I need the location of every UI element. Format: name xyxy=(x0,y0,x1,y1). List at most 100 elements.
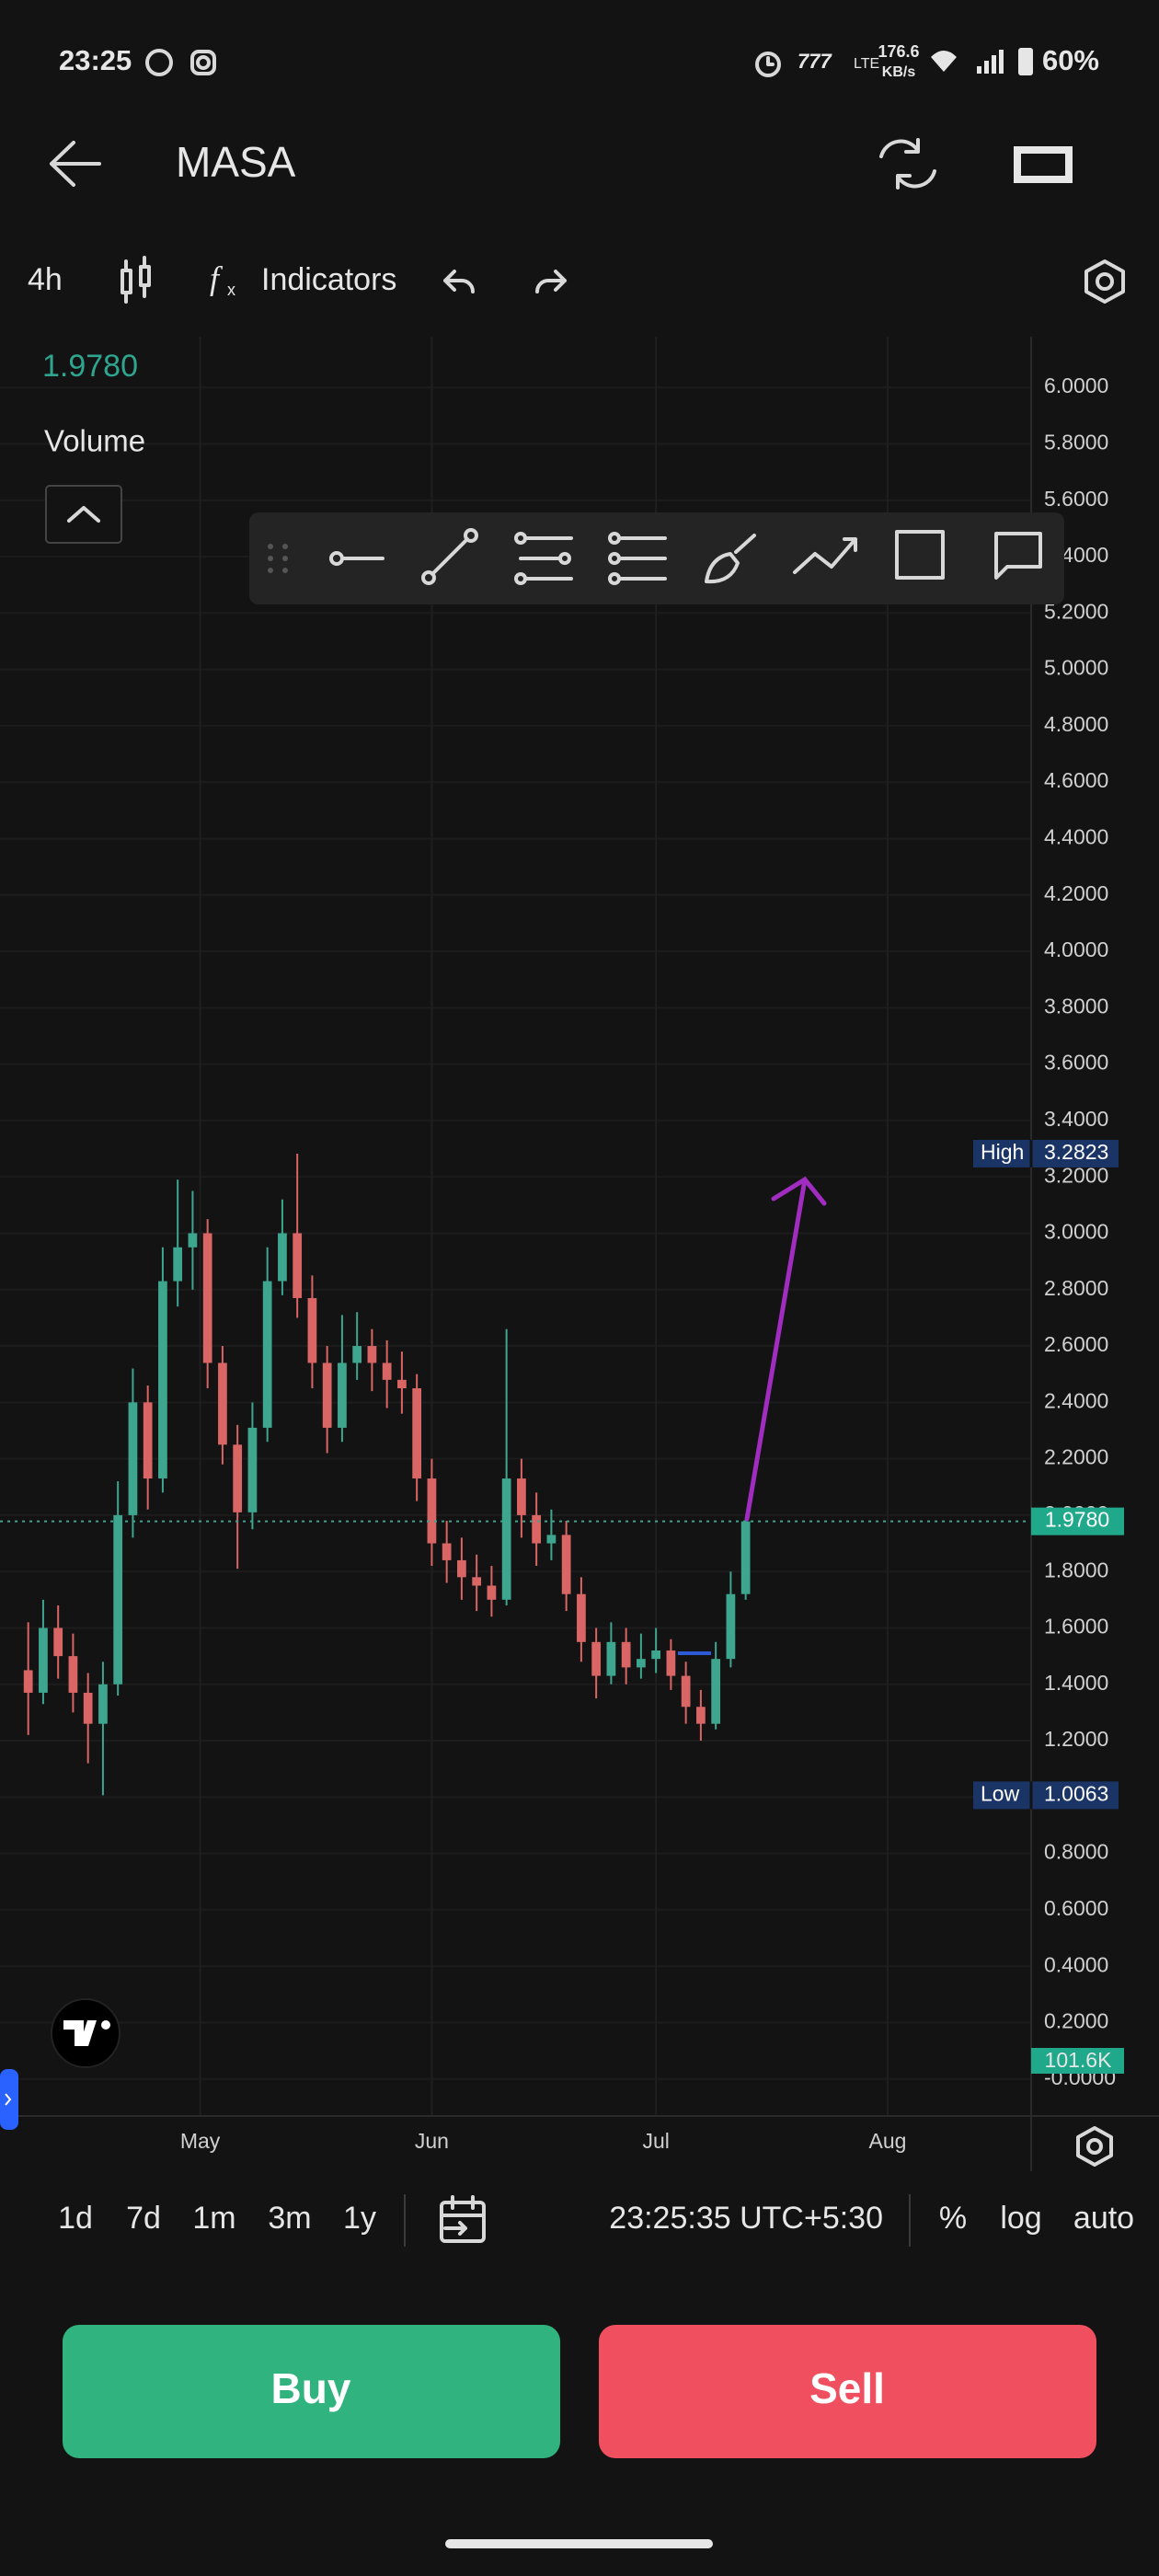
status-network-badge: 777 xyxy=(798,50,832,73)
refresh-button[interactable] xyxy=(879,138,936,190)
range-button[interactable]: 1m xyxy=(192,2201,235,2236)
buy-button[interactable] xyxy=(63,2325,560,2458)
drawing-toolbar xyxy=(249,512,1064,604)
chart-type-button[interactable] xyxy=(120,256,151,304)
drawing-arrow xyxy=(744,1176,827,1522)
marker-name: Low xyxy=(981,1781,1020,1805)
x-tick-label: May xyxy=(180,2129,221,2153)
tool-trend-line[interactable] xyxy=(421,528,478,585)
y-tick-label: 2.8000 xyxy=(1044,1276,1108,1300)
status-signal-icons xyxy=(931,48,1033,75)
candle-body xyxy=(651,1650,661,1660)
scale-option[interactable]: auto xyxy=(1073,2201,1134,2236)
marker-value: 1.0063 xyxy=(1044,1781,1108,1805)
indicators-icon-x[interactable]: x xyxy=(227,281,235,299)
candle-body xyxy=(637,1659,646,1668)
tradingview-logo xyxy=(51,1998,120,2068)
range-bar: 1d 7d 1m 3m 1y xyxy=(58,2201,376,2236)
candle-body xyxy=(472,1577,482,1586)
date-range-button[interactable] xyxy=(440,2195,486,2243)
candle-body xyxy=(427,1478,437,1544)
candle-body xyxy=(68,1656,78,1693)
marker-value: 3.2823 xyxy=(1044,1140,1108,1164)
x-tick-label: Jul xyxy=(642,2129,669,2153)
candle-body xyxy=(606,1641,616,1676)
candle-body xyxy=(233,1444,243,1512)
y-tick-label: 0.6000 xyxy=(1044,1896,1108,1920)
tool-brush[interactable] xyxy=(705,534,756,584)
candle-body xyxy=(532,1514,542,1544)
x-tick-label: Jun xyxy=(415,2129,449,2153)
y-tick-label: 1.2000 xyxy=(1044,1727,1108,1751)
scale-options: % log auto xyxy=(939,2201,1134,2236)
candle-body xyxy=(322,1363,332,1428)
settings-button[interactable] xyxy=(1084,259,1125,304)
candle-body xyxy=(262,1281,272,1428)
candle-body xyxy=(39,1627,48,1693)
candle-body xyxy=(173,1247,183,1282)
y-tick-label: 4.0000 xyxy=(1044,937,1108,961)
y-tick-label: 3.4000 xyxy=(1044,1107,1108,1131)
y-tick-label: 4.2000 xyxy=(1044,881,1108,905)
tool-rectangle[interactable] xyxy=(895,530,945,580)
y-tick-label: 2.4000 xyxy=(1044,1388,1108,1412)
candle-body xyxy=(711,1659,721,1724)
scale-option[interactable]: log xyxy=(1000,2201,1041,2236)
candle-body xyxy=(546,1535,557,1544)
candle-body xyxy=(397,1379,407,1389)
candle-body xyxy=(740,1521,751,1594)
candle-body xyxy=(577,1593,586,1642)
y-tick-label: 6.0000 xyxy=(1044,374,1108,397)
tool-path[interactable] xyxy=(793,537,857,574)
marker-name: High xyxy=(981,1140,1024,1164)
candle-body xyxy=(218,1363,227,1445)
candle-body xyxy=(202,1233,212,1363)
candle-body xyxy=(23,1670,33,1693)
y-tick-label: 0.4000 xyxy=(1044,1952,1108,1976)
indicators-button[interactable]: Indicators xyxy=(261,262,396,297)
candle-body xyxy=(247,1427,258,1512)
candle-body xyxy=(442,1543,452,1560)
candle-body xyxy=(128,1402,138,1515)
volume-value: 101.6K xyxy=(1045,2048,1113,2072)
candle-body xyxy=(188,1233,198,1248)
undo-button[interactable] xyxy=(443,270,475,293)
scale-option[interactable]: % xyxy=(939,2201,967,2236)
range-button[interactable]: 3m xyxy=(268,2201,311,2236)
status-battery: 60% xyxy=(1042,44,1099,76)
axis-settings-button[interactable] xyxy=(1076,2126,1113,2167)
y-tick-label: 4.6000 xyxy=(1044,768,1108,792)
candle-body xyxy=(98,1684,108,1724)
x-tick-label: Aug xyxy=(869,2129,907,2153)
y-tick-label: 0.2000 xyxy=(1044,2009,1108,2033)
candle-body xyxy=(382,1363,392,1380)
y-tick-label: 4.4000 xyxy=(1044,825,1108,849)
fullscreen-button[interactable] xyxy=(1014,146,1073,183)
tool-horizontal-line[interactable] xyxy=(329,551,384,566)
sell-button[interactable] xyxy=(599,2325,1096,2458)
marker-box xyxy=(973,1781,1119,1810)
interval-button[interactable]: 4h xyxy=(28,262,63,297)
redo-button[interactable] xyxy=(535,270,567,293)
candle-body xyxy=(158,1281,167,1479)
y-tick-label: 2.2000 xyxy=(1044,1445,1108,1469)
candle-body xyxy=(666,1650,676,1676)
tool-parallel-channel[interactable] xyxy=(514,532,573,585)
back-button[interactable] xyxy=(50,141,101,187)
collapse-icon xyxy=(67,506,100,523)
candle-body xyxy=(681,1675,691,1708)
tool-fib[interactable] xyxy=(608,532,667,585)
volume-legend: Volume xyxy=(44,424,145,458)
candle-body xyxy=(726,1593,736,1660)
range-button[interactable]: 1d xyxy=(58,2201,93,2236)
candle-body xyxy=(621,1641,631,1668)
candle-body xyxy=(487,1585,497,1600)
last-price-box xyxy=(1031,1507,1124,1535)
range-button[interactable]: 1y xyxy=(343,2201,376,2236)
range-button[interactable]: 7d xyxy=(126,2201,161,2236)
tool-callout[interactable] xyxy=(994,532,1042,580)
status-alarm-icon xyxy=(755,52,781,77)
collapse-legend-button[interactable] xyxy=(45,485,122,544)
